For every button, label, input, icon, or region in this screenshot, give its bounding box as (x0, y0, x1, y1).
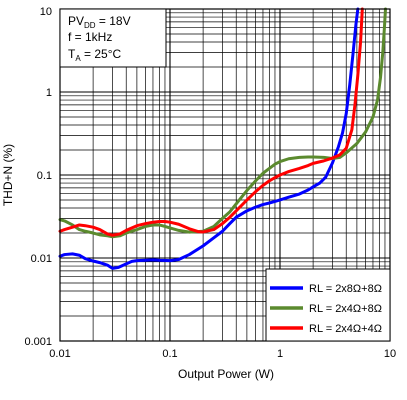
y-tick-label: 10 (40, 6, 52, 18)
x-tick-label: 10 (384, 348, 396, 360)
condition-temperature: TA = 25°C (68, 47, 122, 63)
series-line-2 (58, 7, 387, 239)
legend: RL = 2x8Ω+8Ω RL = 2x4Ω+8Ω RL = 2x4Ω+4Ω (265, 268, 391, 342)
y-axis-tick-labels: 0.001 0.01 0.1 1 10 (24, 6, 52, 348)
legend-label-1: RL = 2x8Ω+8Ω (309, 283, 382, 295)
plot-frame (59, 8, 391, 342)
x-axis-tick-labels: 0.01 0.1 1 10 (49, 348, 396, 360)
x-tick-label: 0.1 (162, 348, 177, 360)
y-axis-label: THD+N (%) (1, 144, 15, 206)
series-line-1 (58, 7, 360, 270)
x-tick-label: 0.01 (49, 348, 70, 360)
conditions-box: PVDD = 18V f = 1kHz TA = 25°C (59, 8, 167, 68)
condition-frequency: f = 1kHz (68, 30, 112, 44)
y-tick-label: 0.1 (37, 170, 52, 182)
x-tick-label: 1 (277, 348, 283, 360)
y-tick-label: 1 (46, 87, 52, 99)
y-tick-label: 0.001 (24, 336, 52, 348)
x-axis-label: Output Power (W) (178, 367, 274, 381)
legend-label-3: RL = 2x4Ω+4Ω (309, 323, 382, 335)
series-lines (58, 7, 387, 270)
condition-supply-voltage: PVDD = 18V (68, 14, 131, 30)
y-tick-label: 0.01 (31, 253, 52, 265)
legend-label-2: RL = 2x4Ω+8Ω (309, 303, 382, 315)
series-line-3 (58, 7, 364, 237)
